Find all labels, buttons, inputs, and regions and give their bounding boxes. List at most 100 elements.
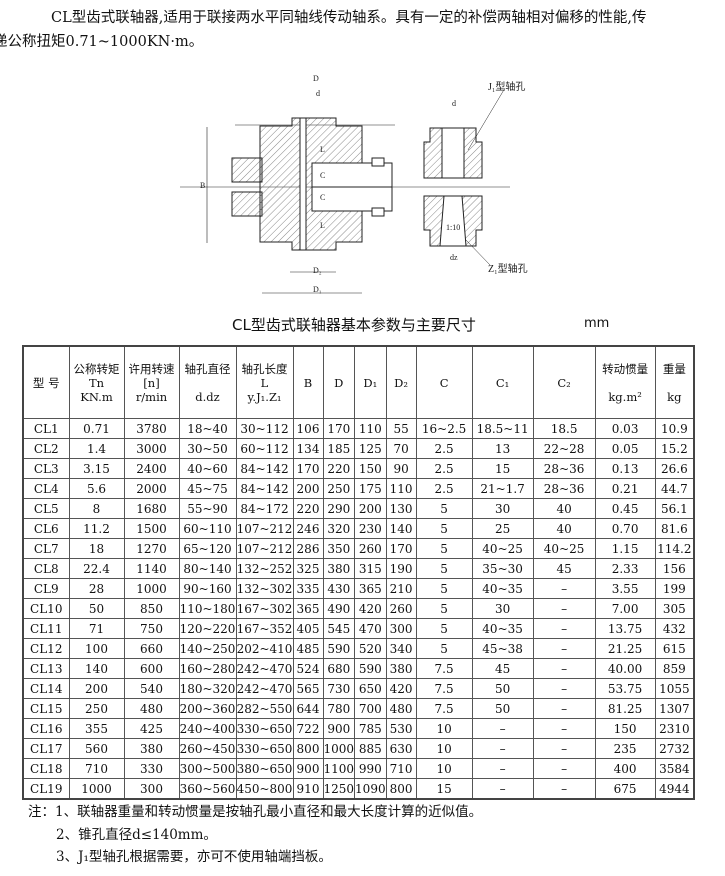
table-cell: – (471, 758, 534, 779)
table-cell: 30 (471, 498, 534, 519)
table-cell: 540 (123, 678, 180, 699)
column-header-line: [n] (143, 375, 160, 390)
table-cell: 1500 (123, 518, 180, 539)
column-header: D₂ (385, 345, 417, 419)
table-cell: 680 (322, 658, 356, 679)
table-cell: 800 (385, 778, 417, 800)
table-cell: 84~172 (235, 498, 294, 519)
table-cell: 3000 (123, 438, 180, 459)
table-cell: 30~112 (235, 418, 294, 439)
table-cell: 282~550 (235, 698, 294, 719)
label-z1-bore: Z₁型轴孔 (488, 262, 528, 275)
label-D: D (313, 74, 319, 83)
table-cell: 28~36 (532, 458, 596, 479)
table-row: CL9 28 1000 90~160 132~302 335 430 365 210 5 40~35… (22, 578, 695, 599)
table-cell: 13.75 (594, 618, 656, 639)
table-cell: 2.5 (415, 458, 473, 479)
table-cell: CL10 (22, 598, 70, 619)
table-cell: 110 (354, 418, 387, 439)
table-cell: 140 (68, 658, 125, 679)
table-cell: 885 (354, 738, 387, 759)
table-cell: 40~25 (532, 538, 596, 559)
table-cell: 350 (322, 538, 356, 559)
table-cell: CL2 (22, 438, 70, 459)
column-header: D (322, 345, 356, 419)
column-header-line: D₂ (394, 375, 409, 390)
table-cell: 21~1.7 (471, 478, 534, 499)
column-header-line: r/min (135, 389, 168, 404)
table-cell: 1250 (322, 778, 356, 800)
column-header-line: 轴孔直径 (184, 361, 231, 376)
table-cell: 45 (532, 558, 596, 579)
table-cell: 84~142 (235, 478, 294, 499)
column-header-line: Tn (88, 375, 105, 390)
table-cell: 110~180 (178, 598, 237, 619)
table-row: CL12 100 660 140~250 202~410 485 590 520 340 5 45~… (22, 638, 695, 659)
column-header-line: C (439, 375, 449, 390)
table-cell: 170 (385, 538, 417, 559)
table-cell: CL18 (22, 758, 70, 779)
table-row: CL15 250 480 200~360 282~550 644 780 700 480 7.5 5… (22, 698, 695, 719)
table-cell: 2.5 (415, 438, 473, 459)
table-cell: 480 (123, 698, 180, 719)
table-cell: 18 (68, 538, 125, 559)
table-cell: 7.5 (415, 678, 473, 699)
table-cell: 286 (292, 538, 324, 559)
table-cell: 100 (68, 638, 125, 659)
table-cell: 90 (385, 458, 417, 479)
table-cell: 0.71 (68, 418, 125, 439)
table-cell: 4944 (654, 778, 695, 800)
table-cell: 84~142 (235, 458, 294, 479)
label-dz: dz (450, 253, 458, 262)
table-cell: 246 (292, 518, 324, 539)
table-row: CL17 560 380 260~450 330~650 800 1000 885 630 10–… (22, 738, 695, 759)
table-cell: 107~212 (235, 538, 294, 559)
table-cell: 730 (322, 678, 356, 699)
table-cell: 242~470 (235, 658, 294, 679)
column-header: B (292, 345, 324, 419)
table-cell: 50 (471, 678, 534, 699)
table-cell: 859 (654, 658, 695, 679)
note-1: 注：1、联轴器重量和转动惯量是按轴孔最小直径和最大长度计算的近似值。 (28, 804, 483, 820)
table-cell: 260 (354, 538, 387, 559)
table-cell: CL11 (22, 618, 70, 639)
table-cell: 470 (354, 618, 387, 639)
table-cell: – (532, 618, 596, 639)
table-cell: 1100 (322, 758, 356, 779)
table-cell: 35~30 (471, 558, 534, 579)
table-row: CL3 3.15 2400 40~60 84~142 170 220 150 90 2.5 15 28… (22, 458, 695, 479)
table-title: CL型齿式联轴器基本参数与主要尺寸 (232, 316, 476, 334)
table-cell: 432 (654, 618, 695, 639)
table-cell: 170 (322, 418, 356, 439)
table-cell: 650 (354, 678, 387, 699)
table-cell: 290 (322, 498, 356, 519)
table-cell: 785 (354, 718, 387, 739)
label-d-right: d (452, 99, 456, 108)
table-cell: 0.05 (594, 438, 656, 459)
table-cell: 600 (123, 658, 180, 679)
table-cell: 900 (292, 758, 324, 779)
table-cell: CL16 (22, 718, 70, 739)
label-D1: D₁ (313, 285, 322, 294)
note-3: 3、J₁型轴孔根据需要，亦可不使用轴端挡板。 (56, 849, 332, 865)
table-cell: 5 (415, 598, 473, 619)
table-cell: 485 (292, 638, 324, 659)
table-cell: 330~650 (235, 718, 294, 739)
table-row: CL2 1.4 3000 30~50 60~112 134 185 125 70 2.5 13 22~… (22, 438, 695, 459)
note-2: 2、锥孔直径d≤140mm。 (56, 826, 217, 843)
table-cell: 675 (594, 778, 656, 800)
table-cell: CL17 (22, 738, 70, 759)
table-cell: 220 (292, 498, 324, 519)
table-cell: 134 (292, 438, 324, 459)
table-cell: – (532, 638, 596, 659)
table-cell: 71 (68, 618, 125, 639)
table-cell: 780 (322, 698, 356, 719)
table-cell: 380 (123, 738, 180, 759)
table-cell: 325 (292, 558, 324, 579)
table-cell: 22.4 (68, 558, 125, 579)
column-header-line: L (260, 375, 269, 390)
table-cell: 50 (471, 698, 534, 719)
table-cell: 185 (322, 438, 356, 459)
table-cell: 480 (385, 698, 417, 719)
